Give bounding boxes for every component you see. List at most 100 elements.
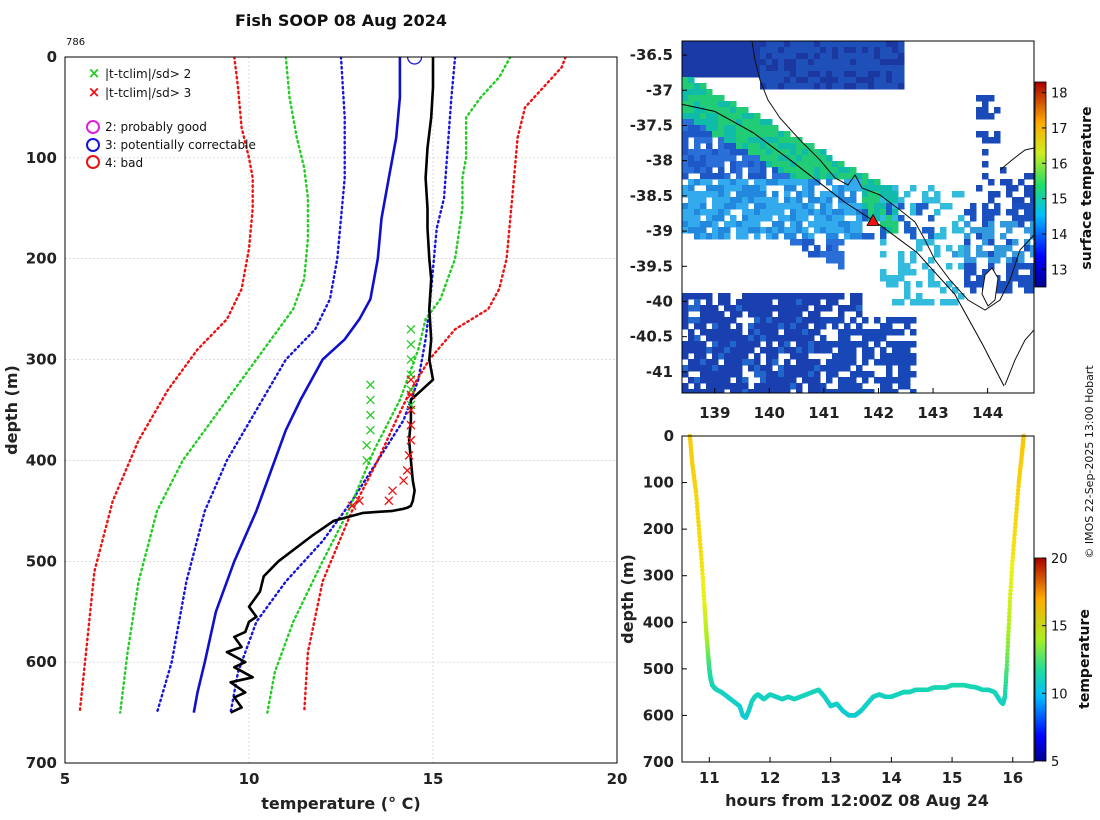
sst-cell [700,137,707,144]
sst-cell [802,59,809,66]
sst-cell [916,299,923,306]
sst-cell [826,155,833,162]
timeseries-xlabel: hours from 12:00Z 08 Aug 24 [725,791,989,810]
sst-cell [742,383,749,390]
sst-cell [844,203,851,210]
sst-cell [1012,257,1019,264]
ts-point [699,564,705,569]
profile-xlabel: temperature (° C) [261,794,420,813]
sst-cell [772,197,779,204]
sst-cell [760,155,767,162]
sst-cell [790,161,797,168]
sst-cell [892,77,899,84]
sst-cell [802,335,809,342]
sst-cell [910,353,917,360]
sst-cell [802,179,809,186]
sst-cell [760,317,767,324]
sst-cell [838,335,845,342]
ts-point [1012,532,1017,537]
sst-cell [718,53,725,60]
observed-profile-line [225,57,435,714]
sst-cell [790,137,797,144]
sst-cell [1012,263,1019,270]
ts-point [698,552,704,558]
sst-cell [688,113,695,120]
sst-cell [880,251,887,258]
ts-point [1010,551,1016,556]
sst-cell [748,311,755,318]
sst-cell [688,359,695,366]
sst-cell [772,83,779,90]
sst-cell [712,59,719,66]
sst-cell [742,221,749,228]
sst-cell [772,47,779,54]
sst-cell [778,293,785,300]
sst-cell [904,353,911,360]
sst-cell [688,221,695,228]
sst-cell [784,173,791,180]
sst-cell [778,41,785,48]
sst-cell [982,101,989,108]
sst-cell [748,173,755,180]
sst-cell [868,335,875,342]
sst-cell [934,251,941,258]
sst-cell [784,47,791,54]
sst-cell [760,167,767,174]
sst-cell [1018,179,1025,186]
sst-cell [682,317,689,324]
sst-cell [748,191,755,198]
sst-cell [970,227,977,234]
ts-point [1008,588,1013,593]
sst-cell [808,83,815,90]
sst-cell [850,71,857,78]
sst-cell [766,65,773,72]
sst-cell [880,77,887,84]
sst-cell [688,347,695,354]
sst-cell [748,341,755,348]
sst-cell [700,347,707,354]
sst-cell [748,47,755,54]
sst-cell [688,203,695,210]
sst-cell [754,311,761,318]
sst-cell [724,59,731,66]
sst-cell [796,173,803,180]
sst-cell [688,341,695,348]
sst-cell [868,53,875,60]
sst-cell [820,347,827,354]
sst-cell [922,227,929,234]
ts-point [1015,495,1020,500]
sst-cell [808,299,815,306]
sst-cell [700,71,707,78]
sst-cell [814,179,821,186]
sst-cell [700,227,707,234]
sst-cell [796,71,803,78]
sst-cell [718,137,725,144]
sst-cell [988,113,995,120]
sst-cell [886,371,893,378]
sst-cell [778,209,785,216]
sst-cell [850,77,857,84]
sst-cell [826,47,833,54]
sst-cell [760,293,767,300]
sst-cell [826,233,833,240]
sst-cell [1006,281,1013,288]
sst-cell [700,323,707,330]
sst-cell [742,131,749,138]
sst-cell [754,197,761,204]
sst-cell [694,179,701,186]
sst-cell [844,41,851,48]
sst-cell [790,53,797,60]
sst-cell [832,161,839,168]
sst-cell [706,65,713,72]
sst-cell [742,191,749,198]
sst-cell [976,275,983,282]
sst-cell [766,53,773,60]
sst-cell [904,377,911,384]
sst-cell [850,209,857,216]
sst-cell [742,107,749,114]
sst-cell [724,41,731,48]
sst-cell [730,113,737,120]
sst-cell [982,149,989,156]
sst-cell [850,65,857,72]
sst-cell [856,53,863,60]
